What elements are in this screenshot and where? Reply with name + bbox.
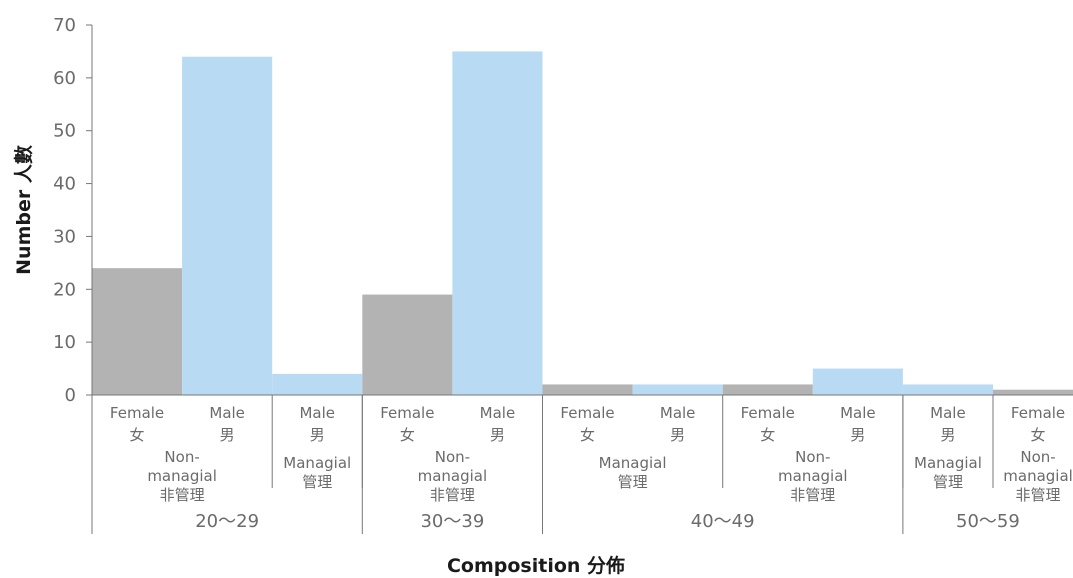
gender-label-zh: 女 xyxy=(580,426,595,444)
gender-label: Male xyxy=(840,404,876,422)
y-tick-label: 50 xyxy=(53,121,76,142)
gender-label-zh: 女 xyxy=(1031,426,1046,444)
gender-label: Male xyxy=(299,404,335,422)
y-tick-label: 60 xyxy=(53,68,76,89)
role-label: Non- xyxy=(1020,448,1055,466)
bar-0-female xyxy=(92,268,183,395)
role-label: managial xyxy=(147,467,217,485)
age-group-label: 30～39 xyxy=(420,511,484,532)
gender-label: Male xyxy=(930,404,966,422)
y-axis-title: Number 人數 xyxy=(13,145,35,275)
gender-label: Female xyxy=(380,404,434,422)
role-label: 非管理 xyxy=(790,486,835,504)
age-group-label: 20～29 xyxy=(195,511,259,532)
gender-label-zh: 男 xyxy=(490,426,505,444)
role-label: 管理 xyxy=(618,473,648,491)
gender-label: Female xyxy=(741,404,795,422)
age-group-label: 40～49 xyxy=(691,511,755,532)
role-label: managial xyxy=(778,467,848,485)
role-label: managial xyxy=(418,467,488,485)
bar-2-male xyxy=(272,373,363,395)
gender-label: Male xyxy=(480,404,516,422)
gender-label-zh: 女 xyxy=(400,426,415,444)
gender-label-zh: 女 xyxy=(760,426,775,444)
y-tick-label: 10 xyxy=(53,332,76,353)
gender-label-zh: 男 xyxy=(940,426,955,444)
gender-label-zh: 男 xyxy=(670,426,685,444)
gender-label: Female xyxy=(110,404,164,422)
role-label: Non- xyxy=(435,448,470,466)
gender-label: Male xyxy=(660,404,696,422)
x-axis-title: Composition 分佈 xyxy=(447,554,625,577)
role-label: Managial xyxy=(599,454,667,472)
role-label: 非管理 xyxy=(1016,486,1061,504)
bar-10-female xyxy=(993,389,1073,395)
bars-layer xyxy=(92,51,1073,396)
role-label: 管理 xyxy=(933,473,963,491)
role-label: 非管理 xyxy=(160,486,205,504)
role-label: 管理 xyxy=(302,473,332,491)
gender-label-zh: 女 xyxy=(130,426,145,444)
gender-label-zh: 男 xyxy=(220,426,235,444)
role-label: Managial xyxy=(914,454,982,472)
gender-label: Female xyxy=(1011,404,1065,422)
gender-label: Male xyxy=(209,404,245,422)
y-tick-label: 70 xyxy=(53,15,76,36)
y-tick-label: 40 xyxy=(53,174,76,195)
bar-6-male xyxy=(632,384,723,395)
bar-8-male xyxy=(812,368,903,395)
category-labels-layer: Female 女 Male 男 Male 男 Female 女 Male 男 Female 女 Male… xyxy=(91,395,1073,534)
role-label: managial xyxy=(1003,467,1073,485)
y-tick-label: 30 xyxy=(53,226,76,247)
axes-layer xyxy=(91,25,1073,396)
gender-label-zh: 男 xyxy=(850,426,865,444)
role-label: 非管理 xyxy=(430,486,475,504)
y-ticks-layer: 0 10 20 30 40 50 60 70 xyxy=(53,15,92,406)
role-label: Non- xyxy=(164,448,199,466)
bar-4-male xyxy=(452,51,543,396)
role-label: Non- xyxy=(795,448,830,466)
bar-1-male xyxy=(182,56,273,395)
y-tick-label: 20 xyxy=(53,279,76,300)
bar-3-female xyxy=(362,294,453,395)
y-tick-label: 0 xyxy=(65,385,76,406)
bar-9-male xyxy=(902,384,993,395)
gender-label-zh: 男 xyxy=(310,426,325,444)
gender-label: Female xyxy=(560,404,614,422)
bar-7-female xyxy=(722,384,813,395)
age-group-label: 50～59 xyxy=(956,511,1020,532)
bar-5-female xyxy=(542,384,633,395)
role-label: Managial xyxy=(283,454,351,472)
